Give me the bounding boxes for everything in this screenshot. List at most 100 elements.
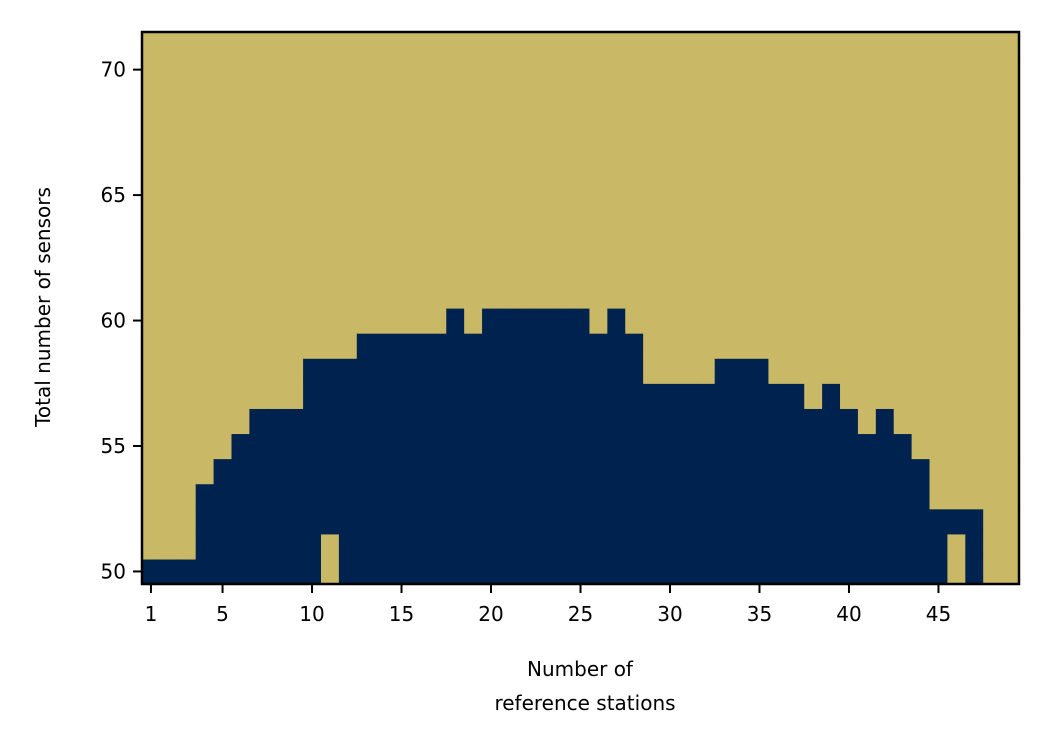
heatmap-cell — [840, 333, 859, 359]
heatmap-cell — [517, 107, 537, 133]
heatmap-cell — [589, 82, 608, 108]
heatmap-cell — [571, 107, 591, 133]
heatmap-cell — [607, 82, 626, 108]
heatmap-cell — [750, 132, 770, 159]
heatmap-cell — [929, 508, 949, 535]
heatmap-cell — [571, 257, 591, 284]
heatmap-cell — [571, 182, 591, 209]
heatmap-cell — [750, 558, 770, 585]
heatmap-cell — [911, 558, 931, 585]
heatmap-cell — [589, 157, 608, 184]
heatmap-cell — [947, 483, 966, 510]
heatmap-cell — [535, 157, 555, 184]
heatmap-cell — [875, 308, 895, 334]
heatmap-cell — [177, 182, 197, 209]
heatmap-cell — [643, 207, 662, 234]
heatmap-cell — [625, 483, 644, 510]
heatmap-cell — [231, 107, 250, 133]
heatmap-cell — [249, 408, 268, 435]
heatmap-cell — [911, 333, 931, 359]
heatmap-cell — [177, 232, 197, 259]
heatmap-cell — [517, 82, 537, 108]
y-axis: 50 55 60 65 70 — [101, 58, 142, 583]
heatmap-cell — [696, 157, 716, 184]
heatmap-cell — [535, 483, 555, 510]
heatmap-cell — [374, 433, 394, 460]
heatmap-cell — [714, 32, 734, 58]
heatmap-cell — [1001, 333, 1020, 359]
heatmap-cell — [732, 107, 752, 133]
heatmap-cell — [804, 282, 823, 309]
heatmap-cell — [965, 257, 984, 284]
heatmap-cell — [714, 483, 734, 510]
heatmap-cell — [965, 558, 984, 585]
heatmap-cell — [320, 483, 340, 510]
heatmap-cell — [446, 433, 465, 460]
heatmap-cell — [947, 333, 966, 359]
heatmap-cell — [303, 157, 322, 184]
heatmap-cell — [786, 232, 805, 259]
heatmap-cell — [929, 383, 949, 409]
heatmap-cell — [213, 458, 233, 485]
heatmap-cell — [517, 308, 537, 334]
heatmap-cell — [142, 107, 161, 133]
heatmap-cell — [732, 383, 752, 409]
heatmap-cell — [947, 358, 966, 384]
heatmap-cell — [732, 408, 752, 435]
heatmap-cell — [571, 82, 591, 108]
heatmap-cell — [786, 132, 805, 159]
heatmap-cell — [177, 207, 197, 234]
heatmap-cell — [965, 433, 984, 460]
heatmap-cell — [714, 157, 734, 184]
heatmap-cell — [499, 57, 519, 83]
heatmap-cell — [195, 182, 215, 209]
heatmap-cell — [338, 257, 358, 284]
heatmap-cell — [320, 358, 340, 384]
heatmap-cell — [804, 483, 823, 510]
heatmap-cell — [410, 483, 429, 510]
heatmap-cell — [875, 533, 895, 560]
heatmap-cell — [804, 82, 823, 108]
heatmap-cell — [177, 32, 197, 58]
heatmap-cell — [983, 508, 1002, 535]
heatmap-cell — [195, 32, 215, 58]
heatmap-cell — [625, 308, 644, 334]
heatmap-cell — [875, 408, 895, 435]
heatmap-cell — [410, 308, 429, 334]
heatmap-cell — [142, 433, 161, 460]
heatmap-cell — [428, 458, 447, 485]
heatmap-cell — [267, 32, 286, 58]
heatmap-cell — [768, 533, 787, 560]
heatmap-cell — [804, 132, 823, 159]
heatmap-cell — [159, 483, 179, 510]
heatmap-cell — [142, 32, 161, 58]
heatmap-cell — [661, 257, 680, 284]
heatmap-cell — [571, 32, 591, 58]
heatmap-cell — [625, 433, 644, 460]
heatmap-cell — [661, 57, 680, 83]
heatmap-cell — [428, 433, 447, 460]
heatmap-cell — [804, 157, 823, 184]
x-axis: 1 5 10 15 20 25 30 35 40 45 — [145, 584, 951, 626]
heatmap-cell — [159, 232, 179, 259]
heatmap-cell — [786, 458, 805, 485]
heatmap-cell — [571, 358, 591, 384]
heatmap-cell — [607, 408, 626, 435]
heatmap-cell — [714, 308, 734, 334]
heatmap-cell — [320, 508, 340, 535]
heatmap-cell — [696, 383, 716, 409]
heatmap-cell — [625, 358, 644, 384]
heatmap-cell — [661, 107, 680, 133]
heatmap-cell — [464, 308, 483, 334]
heatmap-cell — [159, 282, 179, 309]
heatmap-cell — [338, 57, 358, 83]
heatmap-cell — [428, 157, 447, 184]
heatmap-cell — [267, 558, 286, 585]
heatmap-cell — [231, 157, 250, 184]
heatmap-cell — [428, 308, 447, 334]
heatmap-cell — [965, 32, 984, 58]
heatmap-cell — [320, 32, 340, 58]
heatmap-cell — [213, 358, 233, 384]
heatmap-cell — [320, 82, 340, 108]
